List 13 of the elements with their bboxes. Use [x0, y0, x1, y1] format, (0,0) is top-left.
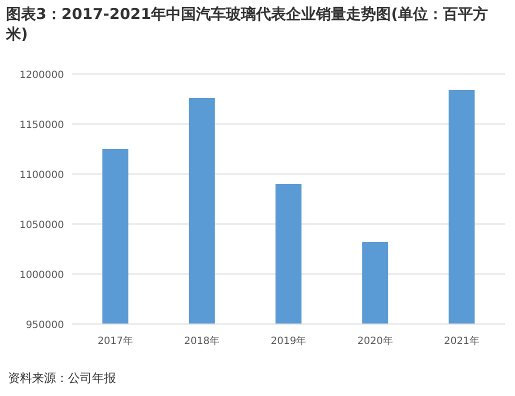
- y-tick-label: 1050000: [19, 220, 64, 231]
- text: 资料来源：公司年报: [8, 370, 116, 387]
- y-tick-label: 950000: [26, 320, 64, 331]
- y-tick-label: 1000000: [19, 270, 64, 281]
- y-tick-label: 1100000: [19, 170, 64, 181]
- y-tick-label: 1200000: [19, 70, 64, 81]
- x-tick-label: 2020年: [357, 335, 393, 347]
- chart-title: 图表3：2017-2021年中国汽车玻璃代表企业销量走势图(单位：百平方米): [6, 4, 490, 44]
- x-tick-label: 2018年: [184, 335, 220, 347]
- y-tick-label: 1150000: [19, 120, 64, 131]
- x-tick-label: 2019年: [270, 335, 306, 347]
- x-tick-label: 2021年: [444, 335, 480, 347]
- x-tick-label: 2017年: [98, 335, 134, 347]
